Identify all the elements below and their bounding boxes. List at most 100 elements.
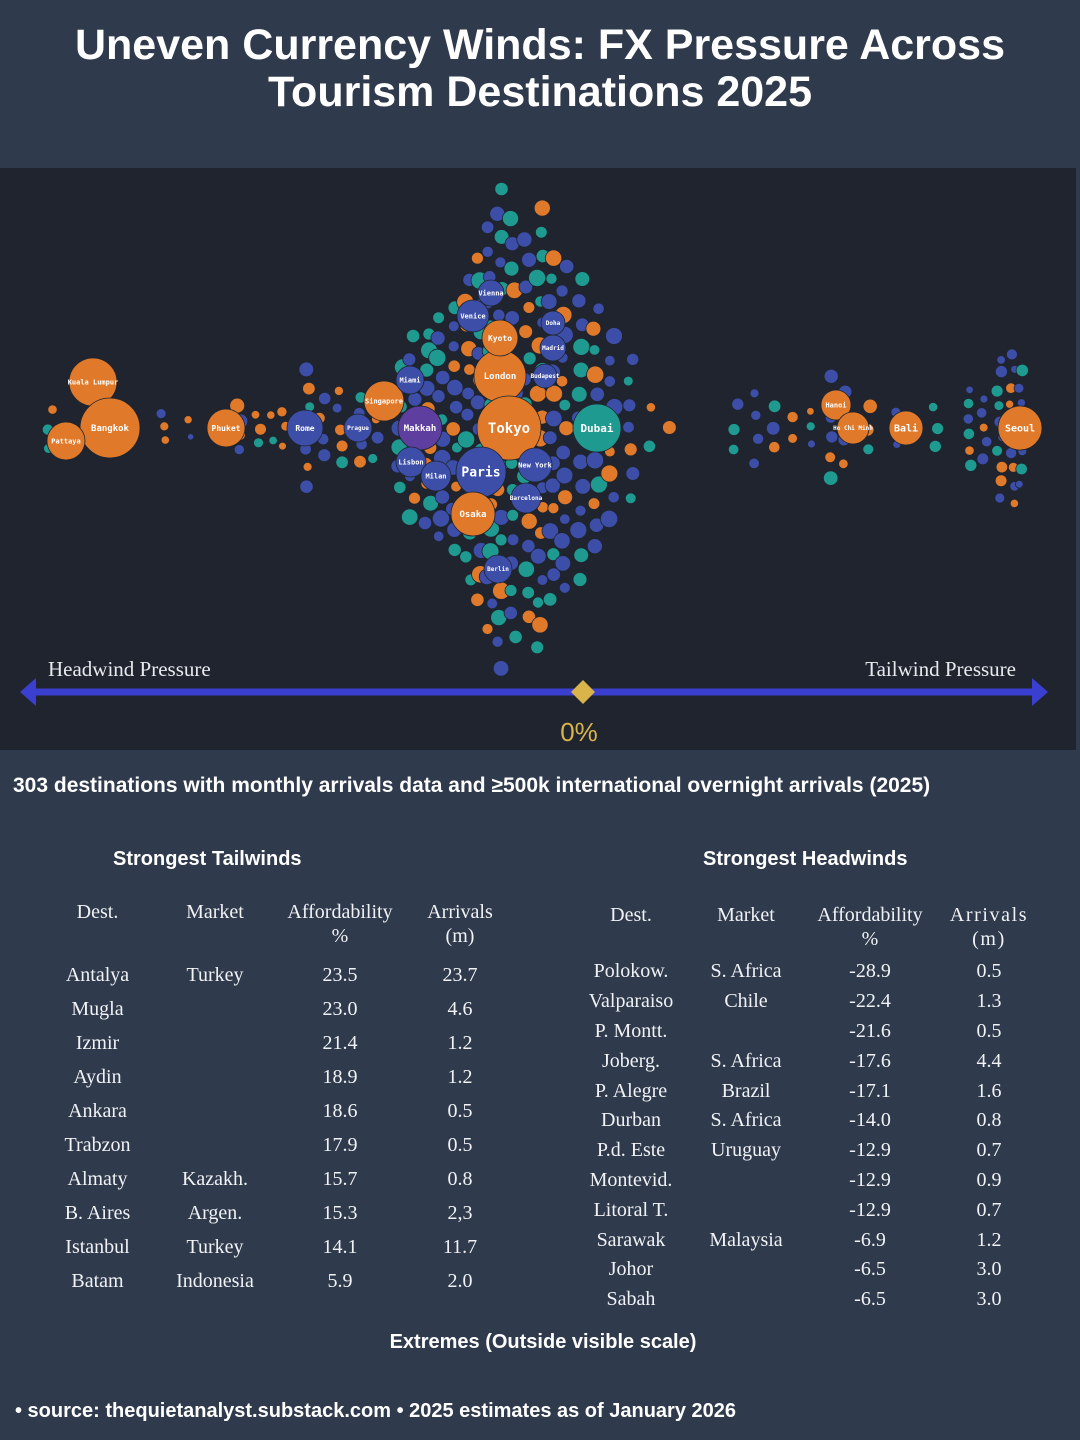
destination-bubble [370,431,385,445]
affordability-cell: 15.7 [322,1167,358,1190]
arrivals-cell: 0.5 [976,1019,1002,1042]
destination-bubble [395,365,425,395]
destination-bubble [555,284,569,298]
destination-bubble [299,479,314,494]
destination-bubble [1006,348,1018,361]
destination-bubble [477,279,505,307]
destination-bubble [302,461,313,472]
table-row: Montevid. -12.9 0.9 [575,1166,1043,1196]
destination-bubble [450,491,496,537]
table-row: Trabzon 17.9 0.5 [40,1128,515,1162]
destination-bubble [481,623,494,635]
destination-bubble [727,423,741,436]
destination-bubble [456,299,490,333]
market-cell [687,1166,805,1196]
destination-bubble [622,421,635,434]
destination-bubble [592,302,605,315]
arrivals-cell: 4.4 [976,1049,1002,1072]
destination-bubble [447,359,461,373]
destination-bubble [521,609,537,624]
destination-bubble [605,327,623,345]
table-row: P. Alegre Brazil -17.1 1.6 [575,1076,1043,1106]
destination-bubble [836,411,870,445]
market-cell: Indonesia [176,1269,254,1292]
destination-bubble [503,605,518,620]
destination-bubble [522,301,536,314]
destination-bubble [642,439,657,453]
destination-bubble [574,271,591,287]
destination-bubble [546,567,561,582]
destination-bubble [996,355,1006,365]
destination-bubble [447,542,462,557]
market-cell: S. Africa [710,1109,782,1132]
tailwinds-table: Dest. Market Affordability % Arrivals (m… [40,900,515,1298]
destination-bubble [46,421,86,461]
market-cell [687,1255,805,1285]
destination-bubble [805,421,816,432]
destination-bubble [994,492,1006,504]
destination-bubble [536,574,549,586]
tailwinds-heading: Strongest Tailwinds [113,848,302,870]
table-row: Sabah -6.5 3.0 [575,1285,1043,1315]
destination-bubble [528,268,547,287]
column-header: Affordability % [287,901,393,947]
bubble-label: Milan [425,472,446,480]
dest-cell: P.d. Este [596,1139,666,1162]
affordability-cell: -6.5 [854,1258,886,1281]
destination-bubble [862,398,878,414]
destination-bubble [434,489,450,505]
destination-bubble [233,444,245,456]
destination-bubble [457,430,476,449]
destination-bubble [494,533,508,547]
destination-bubble [276,406,288,418]
bubble-label: Osaka [459,510,486,520]
affordability-cell: 18.6 [322,1099,358,1122]
destination-bubble [544,477,561,494]
destination-bubble [662,420,677,435]
bubble-label: Berlin [487,566,509,573]
arrivals-cell: 3.0 [976,1258,1002,1281]
table-row: Ankara 18.6 0.5 [40,1094,515,1128]
market-cell [687,1017,805,1047]
destination-bubble [978,422,989,433]
market-cell [155,1060,275,1094]
destination-bubble [590,475,608,494]
destination-bubble [318,391,332,406]
destination-bubble [483,554,513,584]
arrivals-cell: 23.7 [442,963,478,986]
destination-bubble [534,225,548,239]
destination-bubble [520,512,538,530]
destination-bubble [573,547,589,564]
market-cell: S. Africa [710,960,782,983]
destination-bubble [545,409,563,428]
dest-cell: Polokow. [593,960,669,983]
table-row: Polokow. S. Africa -28.9 0.5 [575,957,1043,987]
destination-bubble [445,421,461,437]
affordability-cell: 14.1 [322,1235,358,1258]
destination-bubble [343,413,373,443]
table-row: Joberg. S. Africa -17.6 4.4 [575,1046,1043,1076]
destination-bubble [994,474,1008,488]
bubble-label: Kyoto [488,334,512,343]
dest-cell: Johor [608,1258,654,1281]
beeswarm-svg: Kuala Lumpur Bangkok Pattaya Phuket Rome Sing… [20,181,1048,747]
destination-bubble [353,455,367,469]
destination-bubble [503,260,520,277]
destination-bubble [997,405,1043,451]
dest-cell: Sabah [606,1288,656,1311]
destination-bubble [750,409,762,421]
bubble-label: Barcelona [510,495,543,502]
destination-bubble [962,397,975,410]
destination-bubble [574,478,592,495]
headwind-label: Headwind Pressure [48,657,211,681]
destination-bubble [159,421,170,432]
tailwinds-body: Antalya Turkey 23.5 23.7 Mugla 23.0 4.6 Izmir 21… [40,958,515,1298]
dest-cell: Almaty [67,1167,128,1190]
dest-cell: Durban [601,1109,661,1132]
destination-bubble [586,365,605,384]
bubble-label: Vienna [478,289,503,297]
arrivals-cell: 0.7 [976,1139,1002,1162]
market-cell: Uruguay [711,1139,781,1162]
dest-cell: Batam [71,1269,124,1292]
destination-bubble [516,231,533,248]
